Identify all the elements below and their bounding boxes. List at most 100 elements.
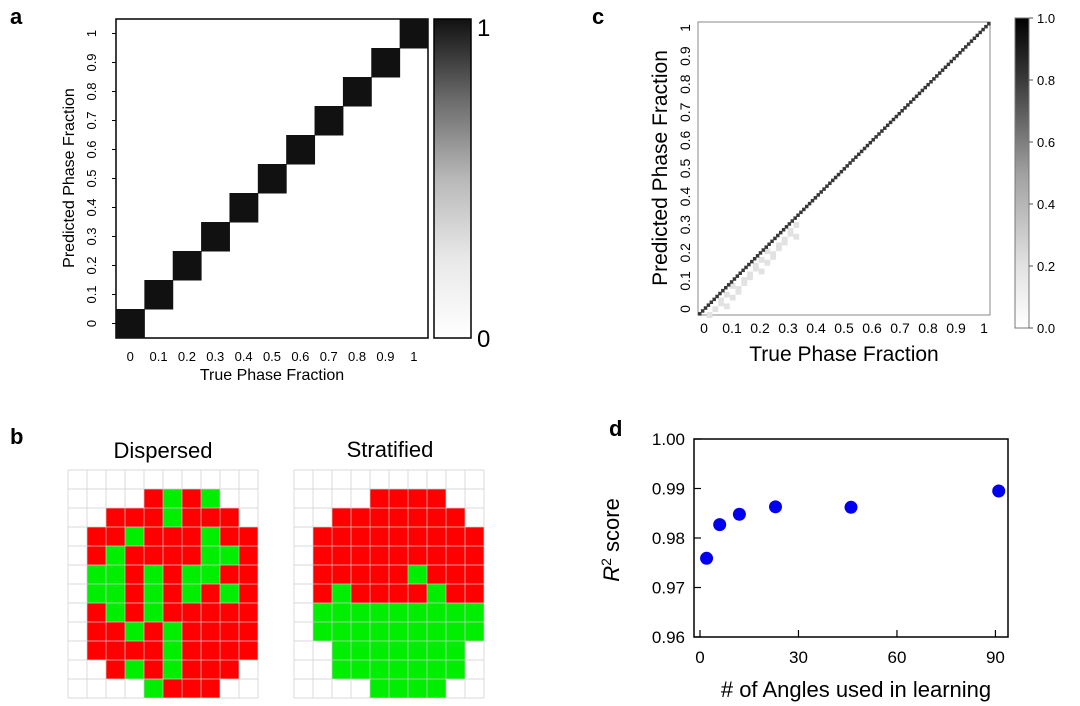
green-grain-cell	[389, 660, 408, 679]
diagonal-cell	[764, 245, 768, 249]
y-tick-label: 0.1	[84, 285, 99, 303]
green-grain-cell	[182, 584, 201, 603]
red-grain-cell	[125, 546, 144, 565]
diagonal-cell	[946, 62, 951, 67]
red-grain-cell	[182, 603, 201, 622]
red-grain-cell	[389, 546, 408, 565]
low-density-cell	[793, 222, 800, 228]
diagonal-cell	[741, 268, 745, 273]
red-grain-cell	[239, 603, 258, 622]
red-grain-cell	[351, 584, 370, 603]
diagonal-cell	[744, 265, 748, 270]
panel-d-y-axis-label-sup: 2	[598, 558, 614, 566]
green-grain-cell	[370, 603, 389, 622]
red-grain-cell	[427, 508, 446, 527]
data-point	[769, 500, 782, 514]
dispersed-title: Dispersed	[113, 438, 212, 463]
diagonal-cell	[978, 30, 982, 35]
panel-c-low-density-cells	[706, 222, 800, 318]
green-grain-cell	[446, 641, 465, 660]
red-grain-cell	[332, 527, 351, 546]
red-grain-cell	[182, 641, 201, 660]
panel-d-x-ticks: 0 30 60 90	[695, 630, 1005, 667]
panel-a-x-ticks: 0 0.1 0.2 0.3 0.4 0.5 0.6 0.7 0.8 0.9 1	[127, 349, 418, 364]
green-grain-cell	[163, 508, 182, 527]
y-tick-label: 0.6	[84, 140, 99, 158]
dispersed-grain-map	[67, 469, 259, 699]
panel-d-plot-frame	[693, 438, 1009, 638]
low-density-cell	[764, 248, 771, 255]
red-grain-cell	[201, 641, 220, 660]
red-grain-cell	[332, 565, 351, 584]
low-density-cell	[718, 297, 725, 304]
diagonal-cell	[752, 256, 757, 261]
y-tick-label: 0.6	[677, 130, 693, 150]
low-density-cell	[787, 227, 794, 234]
low-density-cell	[718, 300, 725, 307]
green-grain-cell	[370, 622, 389, 641]
diagonal-cell	[825, 184, 829, 188]
red-grain-cell	[201, 622, 220, 641]
diagonal-cell	[830, 178, 835, 183]
green-grain-cell	[125, 622, 144, 641]
red-grain-cell	[408, 489, 427, 508]
green-grain-cell	[332, 584, 351, 603]
colorbar-tick-label: 1.0	[1037, 11, 1055, 26]
red-grain-cell	[332, 508, 351, 527]
x-tick-label: 0	[127, 349, 134, 364]
red-grain-cell	[144, 660, 163, 679]
diagonal-cell	[940, 68, 945, 72]
diagonal-cell	[932, 77, 936, 81]
panel-d: d 0.96 0.97 0.98 0.99 1.00 0 30 60 90 # of Angl…	[598, 416, 1009, 702]
green-grain-cell	[427, 641, 446, 660]
y-tick-label: 0.5	[84, 169, 99, 187]
diagonal-cell	[943, 65, 948, 70]
y-tick-label: 0.96	[652, 628, 685, 647]
y-tick-label: 0.98	[652, 529, 685, 548]
green-grain-cell	[427, 603, 446, 622]
red-grain-cell	[427, 565, 446, 584]
red-grain-cell	[446, 527, 465, 546]
red-grain-cell	[313, 584, 332, 603]
red-grain-cell	[201, 508, 220, 527]
red-grain-cell	[182, 527, 201, 546]
green-grain-cell	[408, 603, 427, 622]
green-grain-cell	[408, 679, 427, 698]
data-point	[732, 507, 746, 521]
diagonal-cell	[937, 71, 942, 75]
green-grain-cell	[408, 641, 427, 660]
panel-d-points	[700, 484, 1006, 565]
low-density-cell	[741, 277, 748, 284]
green-grain-cell	[106, 603, 125, 622]
low-density-cell	[706, 312, 713, 318]
green-grain-cell	[201, 546, 220, 565]
green-grain-cell	[389, 641, 408, 660]
x-tick-label: 60	[887, 648, 906, 667]
red-grain-cell	[351, 508, 370, 527]
y-tick-label: 0.4	[84, 198, 99, 216]
diagonal-cell	[778, 230, 783, 235]
diagonal-cell	[735, 274, 740, 278]
diagonal-cell	[966, 42, 971, 46]
red-grain-cell	[465, 527, 484, 546]
data-point	[713, 518, 727, 532]
green-grain-cell	[201, 527, 220, 546]
red-grain-cell	[125, 603, 144, 622]
red-grain-cell	[144, 546, 163, 565]
diagonal-cell	[914, 94, 919, 99]
diagonal-cell	[975, 33, 980, 38]
diagonal-cell	[969, 39, 974, 43]
diagonal-cell	[712, 297, 716, 302]
panel-d-label: d	[609, 416, 622, 441]
colorbar-tick-label: 0.0	[1037, 321, 1055, 336]
y-tick-label: 0.4	[677, 187, 693, 207]
panel-c-label: c	[592, 4, 604, 29]
red-grain-cell	[182, 546, 201, 565]
red-grain-cell	[125, 508, 144, 527]
data-point	[844, 500, 858, 514]
x-tick-label: 0.3	[206, 349, 224, 364]
green-grain-cell	[332, 603, 351, 622]
red-grain-cell	[351, 546, 370, 565]
diagonal-cell	[963, 45, 968, 49]
red-grain-cell	[239, 527, 258, 546]
